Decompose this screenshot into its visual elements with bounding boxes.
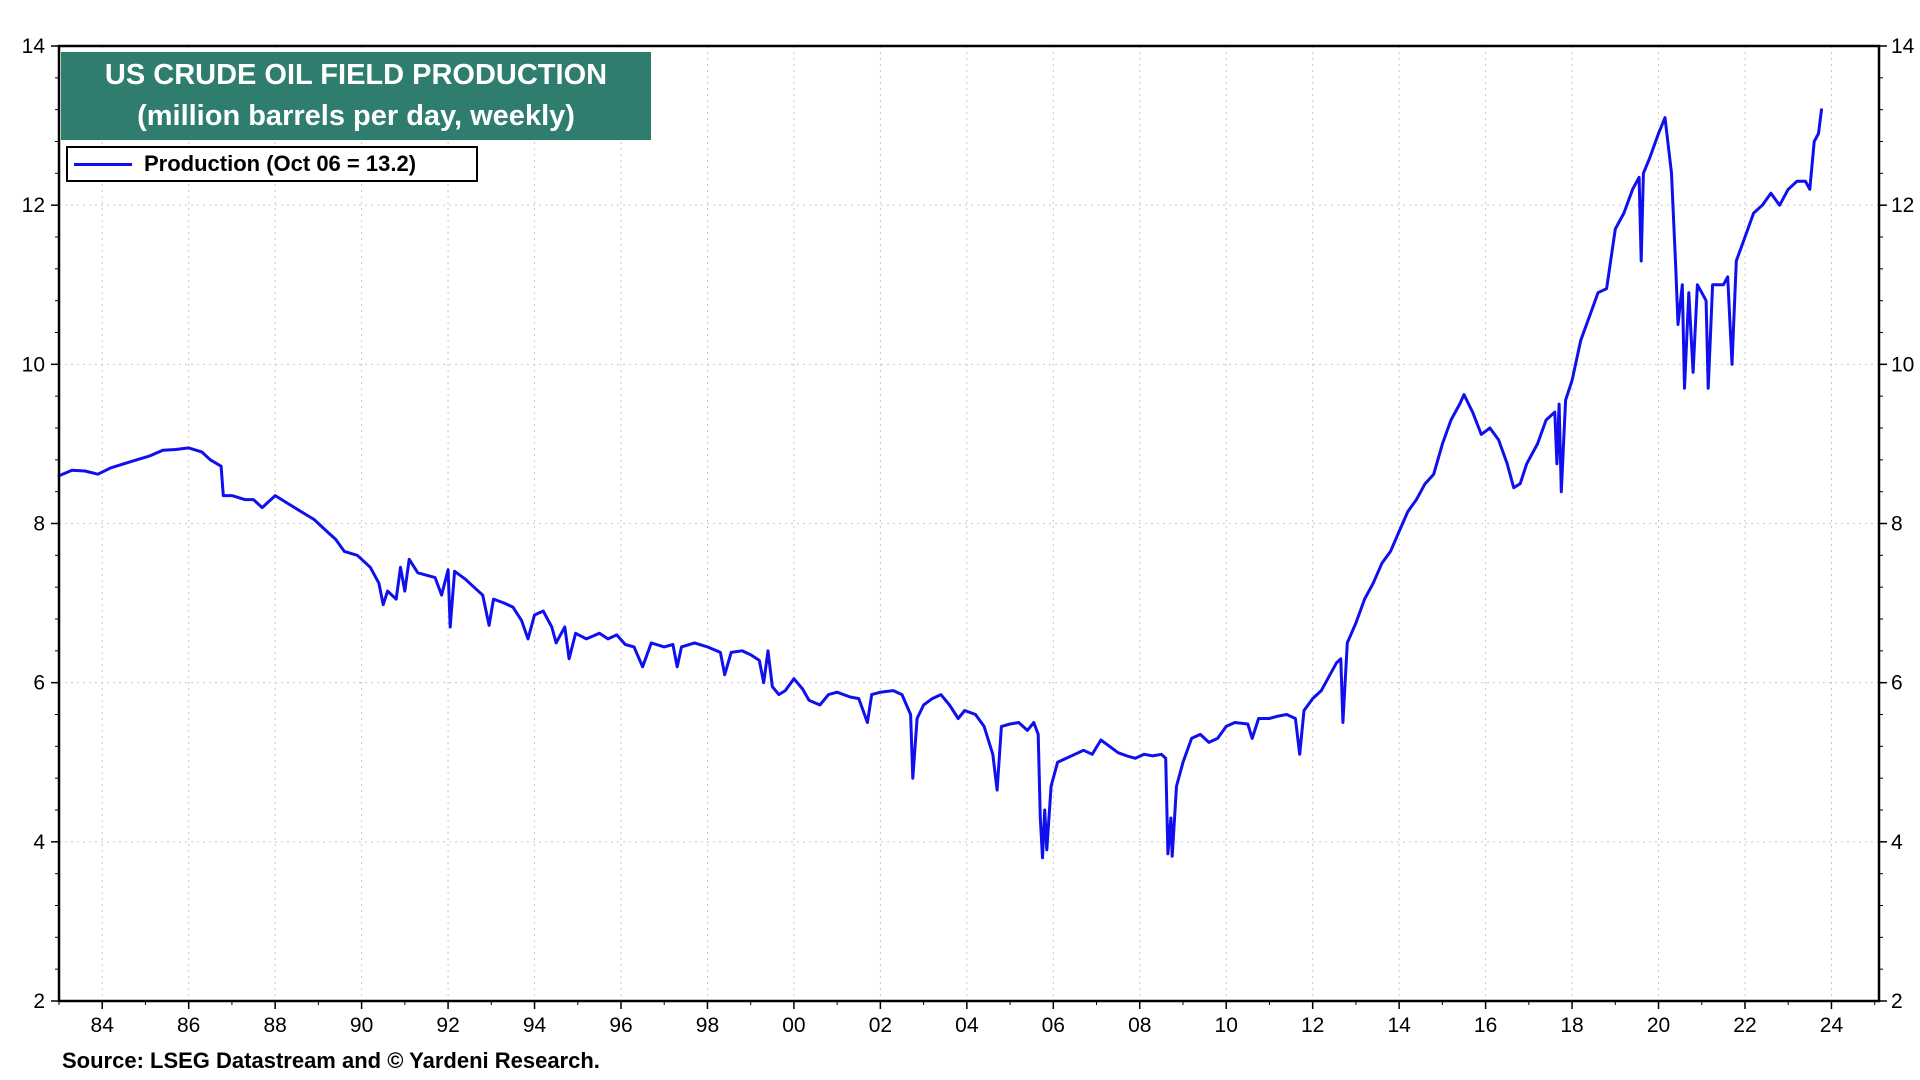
x-tick-label: 90 (350, 1014, 373, 1037)
source-note: Source: LSEG Datastream and © Yardeni Re… (62, 1048, 600, 1073)
x-tick-label: 22 (1733, 1014, 1756, 1037)
legend-label: Production (Oct 06 = 13.2) (144, 151, 417, 176)
legend: Production (Oct 06 = 13.2) (66, 146, 478, 182)
y-tick-label-left: 2 (33, 990, 45, 1013)
grid-lines (59, 46, 1879, 1001)
x-tick-label: 88 (263, 1014, 286, 1037)
x-tick-label: 92 (436, 1014, 459, 1037)
x-tick-label: 84 (91, 1014, 115, 1037)
x-tick-label: 14 (1387, 1014, 1411, 1037)
x-tick-label: 18 (1560, 1014, 1583, 1037)
y-tick-label-left: 8 (33, 513, 45, 536)
y-tick-label-right: 8 (1891, 513, 1903, 536)
x-tick-label: 98 (696, 1014, 719, 1037)
x-tick-label: 94 (523, 1014, 547, 1037)
y-tick-label-right: 4 (1891, 831, 1903, 854)
x-tick-label: 02 (869, 1014, 892, 1037)
x-tick-label: 86 (177, 1014, 200, 1037)
x-tick-label: 24 (1820, 1014, 1844, 1037)
y-tick-label-right: 14 (1891, 35, 1915, 58)
legend-swatch (74, 162, 132, 166)
x-tick-label: 08 (1128, 1014, 1151, 1037)
y-tick-label-left: 14 (22, 35, 46, 58)
y-tick-label-left: 12 (22, 194, 45, 217)
y-tick-label-right: 6 (1891, 672, 1903, 695)
x-tick-label: 06 (1042, 1014, 1065, 1037)
x-tick-label: 00 (782, 1014, 805, 1037)
chart-title: US CRUDE OIL FIELD PRODUCTION (104, 59, 608, 91)
x-tick-label: 96 (609, 1014, 632, 1037)
chart-subtitle: (million barrels per day, weekly) (137, 100, 575, 132)
x-tick-label: 16 (1474, 1014, 1497, 1037)
series-line-production (57, 108, 1823, 860)
plot-frame (57, 44, 1881, 1003)
x-tick-label: 04 (955, 1014, 979, 1037)
y-tick-label-left: 4 (33, 831, 45, 854)
x-tick-label: 20 (1647, 1014, 1670, 1037)
y-tick-label-right: 2 (1891, 990, 1903, 1013)
y-tick-label-left: 6 (33, 672, 45, 695)
chart-title-box: US CRUDE OIL FIELD PRODUCTION (million b… (61, 52, 651, 140)
y-tick-label-right: 10 (1891, 353, 1914, 376)
series-layer (57, 108, 1823, 860)
y-tick-label-right: 12 (1891, 194, 1914, 217)
x-tick-label: 10 (1215, 1014, 1238, 1037)
x-tick-label: 12 (1301, 1014, 1324, 1037)
y-tick-label-left: 10 (22, 353, 45, 376)
